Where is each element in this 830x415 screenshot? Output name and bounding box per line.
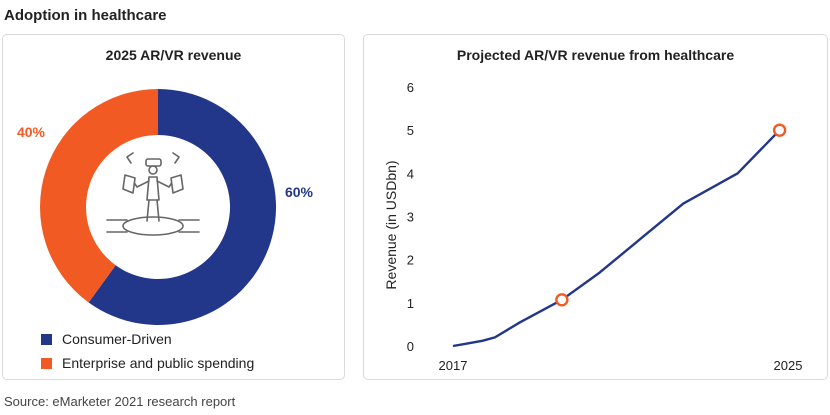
legend-item-enterprise: Enterprise and public spending <box>41 351 254 375</box>
donut-chart-title: 2025 AR/VR revenue <box>105 47 242 63</box>
highlight-point <box>772 123 787 137</box>
line-chart-title: Projected AR/VR revenue from healthcare <box>456 47 735 63</box>
line-chart: Revenue (in USDbn) 0 1 2 3 4 5 6 2017 2025 <box>383 80 803 373</box>
y-tick-label: 2 <box>407 253 414 268</box>
source-note: Source: eMarketer 2021 research report <box>4 394 236 409</box>
legend-swatch-enterprise <box>41 357 52 369</box>
line-chart-panel: Projected AR/VR revenue from healthcare … <box>363 34 828 380</box>
donut-legend: Consumer-Driven Enterprise and public sp… <box>41 327 254 375</box>
y-axis-label: Revenue (in USDbn) <box>383 160 399 289</box>
y-tick-label: 0 <box>407 339 414 354</box>
x-tick-label: 2025 <box>774 358 803 373</box>
page-title: Adoption in healthcare <box>4 7 167 24</box>
y-tick-label: 3 <box>407 210 414 225</box>
donut-chart: 60% 40% <box>17 89 314 325</box>
legend-swatch-consumer <box>41 333 52 345</box>
donut-slice-consumer-driven <box>88 89 276 325</box>
line-series <box>452 129 781 348</box>
donut-label-consumer: 60% <box>285 184 314 200</box>
x-tick-label: 2017 <box>439 358 468 373</box>
donut-label-enterprise: 40% <box>17 124 46 140</box>
y-tick-label: 5 <box>407 123 414 138</box>
donut-chart-panel: 2025 AR/VR revenue 60% 40% C <box>2 34 345 380</box>
y-tick-label: 6 <box>407 80 414 95</box>
vr-headset-person-icon <box>106 152 200 236</box>
legend-label-consumer: Consumer-Driven <box>62 331 172 347</box>
legend-label-enterprise: Enterprise and public spending <box>62 355 255 371</box>
donut-slice-enterprise <box>39 89 158 303</box>
y-tick-label: 4 <box>407 166 414 181</box>
highlight-point <box>555 293 569 307</box>
legend-item-consumer: Consumer-Driven <box>41 327 254 351</box>
y-tick-label: 1 <box>407 296 414 311</box>
